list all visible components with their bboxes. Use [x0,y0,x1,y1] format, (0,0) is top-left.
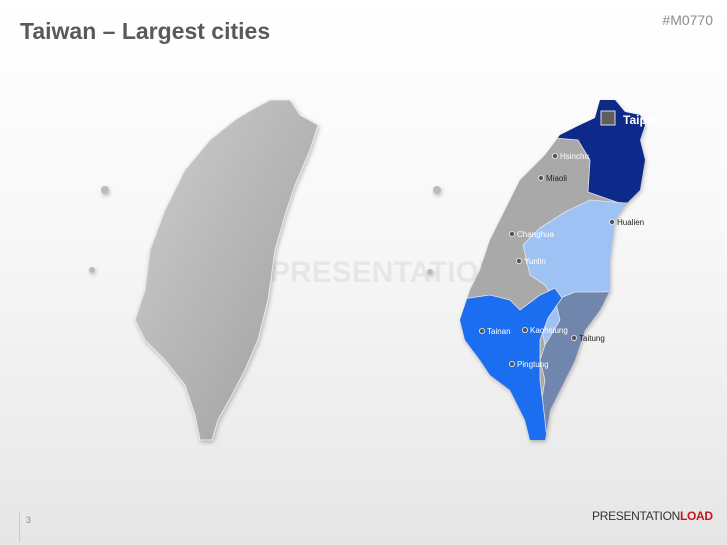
city-miaoli[interactable]: Miaoli [538,174,567,183]
city-dot-icon [516,257,523,264]
city-dot-icon [508,230,515,237]
city-label: Hualien [617,218,644,227]
city-label: Hsinchu [560,152,589,161]
footer-divider [19,512,20,542]
city-dot-icon [478,327,485,334]
city-label: Changhua [517,230,554,239]
city-taitung[interactable]: Taitung [571,334,605,343]
city-label: Tainan [487,327,511,336]
city-label: Yunlin [524,257,546,266]
city-label: Kaohsiung [530,326,568,335]
city-label: Miaoli [546,174,567,183]
presentationload-logo: PRESENTATIONLOAD [592,509,713,523]
city-kaohsiung[interactable]: Kaohsiung [522,326,568,335]
city-changhua[interactable]: Changhua [508,230,554,239]
city-dot-icon [522,326,529,333]
city-dot-icon [538,174,545,181]
city-pingtung[interactable]: Pingtung [508,360,549,369]
capital-marker[interactable]: Taipei [600,110,657,127]
city-dot-icon [609,218,616,225]
city-dot-icon [552,152,559,159]
page-number: 3 [26,515,32,525]
city-tainan[interactable]: Tainan [478,327,511,336]
city-yunlin[interactable]: Yunlin [516,257,546,266]
slide-title: Taiwan – Largest cities [20,18,271,44]
city-hsinchu[interactable]: Hsinchu [552,152,589,161]
slide-code: #M0770 [662,12,713,28]
taiwan-silhouette [89,99,441,441]
logo-part1: PRESENTATION [592,509,680,523]
city-dot-icon [508,360,515,367]
city-dot-icon [571,334,578,341]
capital-label: Taipei [623,113,657,127]
logo-part2: LOAD [679,509,713,523]
city-label: Taitung [579,334,605,343]
city-label: Pingtung [517,360,549,369]
city-hualien[interactable]: Hualien [609,218,644,227]
